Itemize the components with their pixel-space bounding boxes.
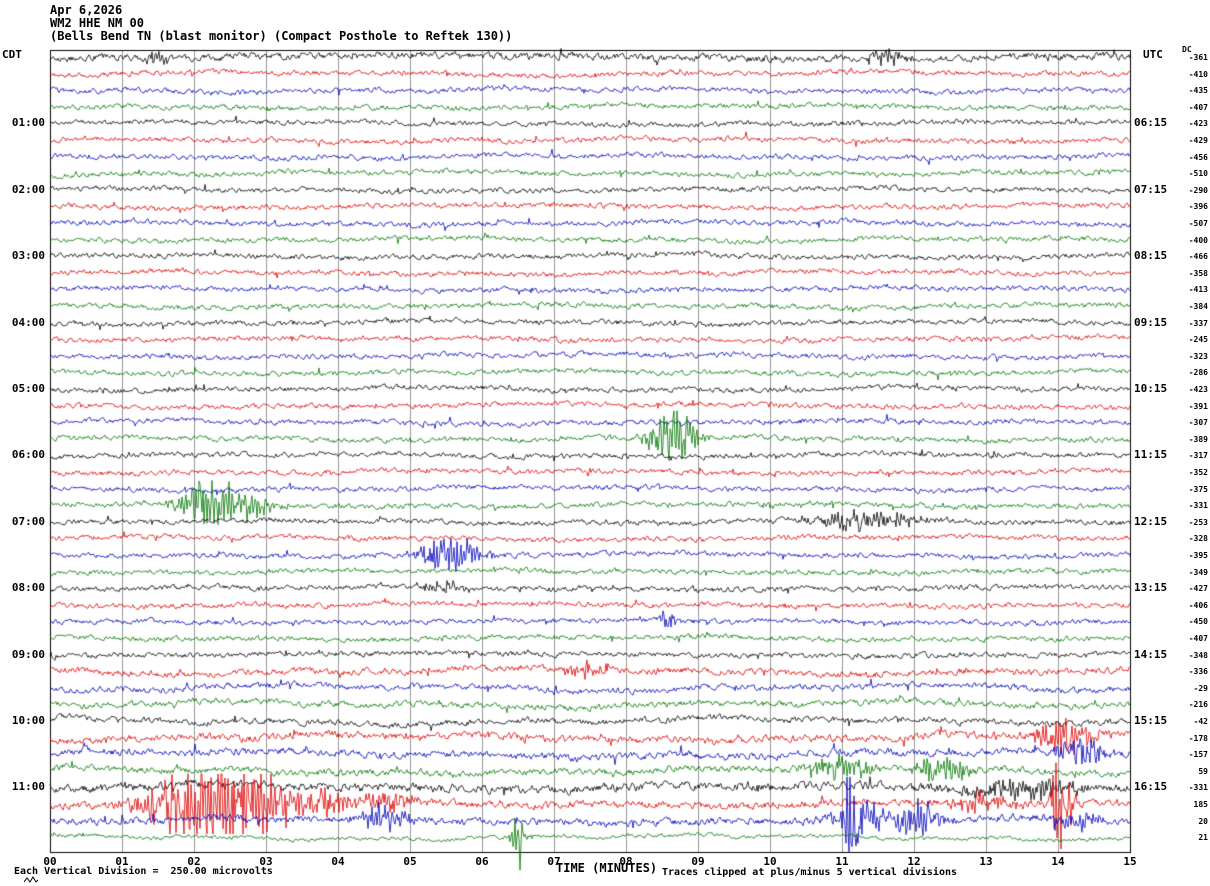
dc-offset-value: -427 xyxy=(1188,584,1208,594)
minute-tick-label: 13 xyxy=(979,855,993,868)
dc-offset-value: -328 xyxy=(1188,534,1208,544)
dc-offset-value: -216 xyxy=(1188,700,1208,710)
dc-offset-value: -389 xyxy=(1188,434,1208,444)
minute-tick-label: 04 xyxy=(331,855,345,868)
minute-tick-label: 06 xyxy=(475,855,489,868)
minute-tick-label: 08 xyxy=(619,855,633,868)
minute-tick-label: 14 xyxy=(1051,855,1065,868)
dc-offset-value: -429 xyxy=(1188,136,1208,145)
utc-time-label: 15:15 xyxy=(1134,714,1168,727)
minute-tick-label: 01 xyxy=(115,855,129,868)
cdt-time-label: 09:00 xyxy=(11,647,45,661)
dc-offset-value: -29 xyxy=(1193,683,1208,693)
cdt-time-label: 10:00 xyxy=(11,714,45,727)
minute-tick-label: 15 xyxy=(1123,855,1137,868)
footer-clip-note: Traces clipped at plus/minus 5 vertical … xyxy=(662,867,958,878)
dc-offset-value: -391 xyxy=(1188,401,1208,411)
minute-tick-label: 03 xyxy=(259,855,273,868)
cdt-time-label: 08:00 xyxy=(11,581,45,595)
dc-offset-value: 59 xyxy=(1198,766,1208,776)
dc-offset-value: -290 xyxy=(1188,185,1208,195)
minute-tick-label: 12 xyxy=(907,855,921,868)
dc-offset-value: -286 xyxy=(1188,368,1208,378)
waveform-icon xyxy=(24,876,38,883)
minute-tick-label: 10 xyxy=(763,855,777,868)
dc-offset-value: -349 xyxy=(1188,567,1208,577)
dc-offset-value: -323 xyxy=(1188,351,1208,361)
x-axis-title: TIME (MINUTES) xyxy=(556,861,658,875)
cdt-time-label: 03:00 xyxy=(11,249,45,263)
dc-offset-value: 21 xyxy=(1198,833,1208,843)
minute-tick-label: 07 xyxy=(547,855,561,868)
cdt-time-label: 01:00 xyxy=(11,116,45,130)
utc-time-label: 07:15 xyxy=(1134,182,1168,196)
minute-tick-label: 02 xyxy=(187,855,201,868)
utc-time-label: 06:15 xyxy=(1134,116,1168,130)
dc-offset-value: -178 xyxy=(1188,733,1208,743)
cdt-time-label: 11:00 xyxy=(11,780,45,794)
dc-offset-value: -352 xyxy=(1188,468,1208,477)
minute-tick-label: 11 xyxy=(835,855,849,868)
dc-offset-value: -410 xyxy=(1188,69,1208,79)
dc-offset-value: -375 xyxy=(1188,484,1208,494)
utc-axis-label: UTC xyxy=(1143,48,1163,61)
dc-offset-value: -348 xyxy=(1188,650,1208,660)
dc-offset-value: -395 xyxy=(1188,551,1208,560)
dc-offset-value: -253 xyxy=(1188,517,1208,527)
dc-offset-value: -510 xyxy=(1188,169,1208,179)
dc-offset-value: -42 xyxy=(1193,717,1208,726)
dc-offset-value: -423 xyxy=(1188,119,1208,129)
cdt-time-label: 04:00 xyxy=(11,315,45,329)
dc-offset-value: -423 xyxy=(1188,385,1208,394)
dc-column-label: DC xyxy=(1182,45,1192,54)
dc-offset-value: -435 xyxy=(1188,86,1208,96)
dc-offset-value: -407 xyxy=(1188,634,1208,643)
dc-offset-value: -157 xyxy=(1188,750,1208,760)
dc-offset-value: -337 xyxy=(1188,318,1208,328)
header-date: Apr 6,2026 xyxy=(50,3,123,17)
minute-tick-label: 05 xyxy=(403,855,417,868)
dc-offset-value: -384 xyxy=(1188,302,1208,311)
dc-offset-value: -400 xyxy=(1188,235,1208,245)
dc-offset-value: -307 xyxy=(1188,418,1208,428)
cdt-time-label: 07:00 xyxy=(11,514,45,528)
utc-time-label: 11:15 xyxy=(1134,448,1168,462)
utc-time-label: 08:15 xyxy=(1134,249,1168,263)
dc-offset-value: -450 xyxy=(1188,617,1208,627)
dc-offset-value: 20 xyxy=(1198,816,1208,826)
cdt-time-label: 06:00 xyxy=(11,448,45,462)
dc-offset-value: -466 xyxy=(1188,252,1208,262)
dc-offset-value: -361 xyxy=(1188,53,1208,62)
dc-offset-value: -336 xyxy=(1188,667,1208,677)
header-station: WM2 HHE NM 00 xyxy=(50,16,144,30)
dc-offset-value: -456 xyxy=(1188,152,1208,162)
dc-offset-value: 185 xyxy=(1193,800,1208,809)
dc-offset-value: -406 xyxy=(1188,600,1208,610)
cdt-axis-label: CDT xyxy=(2,48,22,61)
dc-offset-value: -358 xyxy=(1188,268,1208,278)
minute-tick-label: 09 xyxy=(691,855,705,868)
utc-time-label: 10:15 xyxy=(1134,382,1168,395)
utc-time-label: 09:15 xyxy=(1134,315,1168,329)
header-description: (Bells Bend TN (blast monitor) (Compact … xyxy=(50,29,513,43)
utc-time-label: 16:15 xyxy=(1134,780,1168,794)
cdt-time-label: 02:00 xyxy=(11,182,45,196)
dc-offset-value: -331 xyxy=(1188,501,1208,511)
dc-offset-value: -407 xyxy=(1188,102,1208,112)
utc-time-label: 14:15 xyxy=(1134,647,1168,661)
dc-offset-value: -317 xyxy=(1188,451,1208,461)
dc-offset-value: -396 xyxy=(1188,202,1208,212)
cdt-time-label: 05:00 xyxy=(11,382,45,395)
dc-offset-value: -331 xyxy=(1188,783,1208,793)
utc-time-label: 13:15 xyxy=(1134,581,1168,595)
dc-offset-value: -413 xyxy=(1188,285,1208,295)
footer-scale-note: Each Vertical Division = 250.00 microvol… xyxy=(14,866,273,877)
utc-time-label: 12:15 xyxy=(1134,514,1168,528)
dc-offset-value: -245 xyxy=(1188,335,1208,345)
dc-offset-value: -507 xyxy=(1188,219,1208,228)
minute-tick-label: 00 xyxy=(43,855,57,868)
